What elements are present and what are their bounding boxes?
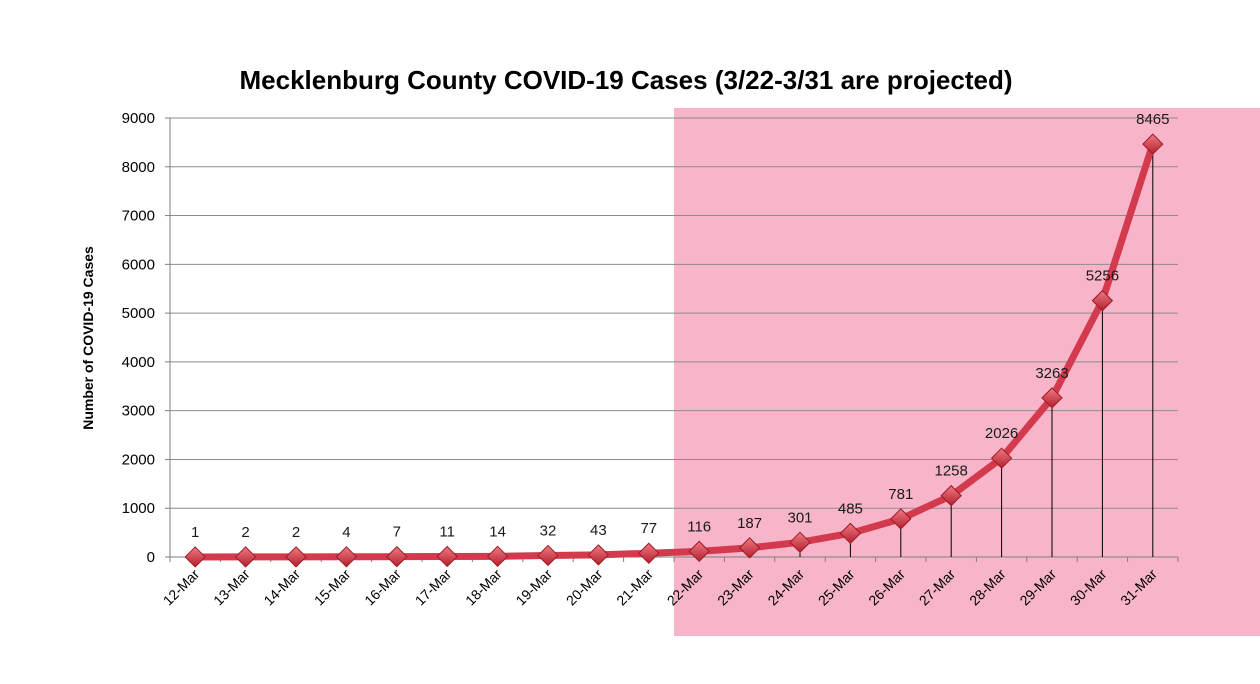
- y-tick-label: 5000: [122, 305, 155, 322]
- x-tick-label: 12-Mar: [160, 566, 203, 609]
- data-point-marker: [890, 508, 912, 530]
- y-tick-label: 6000: [122, 256, 155, 273]
- x-tick-label: 18-Mar: [462, 566, 505, 609]
- data-label: 43: [590, 522, 607, 539]
- data-point-marker: [486, 545, 509, 568]
- x-tick-label: 19-Mar: [512, 566, 555, 609]
- data-label: 1: [191, 524, 199, 541]
- x-tick-label: 16-Mar: [361, 566, 404, 609]
- x-tick-label: 20-Mar: [563, 566, 606, 609]
- y-axis-label: Number of COVID-19 Cases: [80, 246, 96, 430]
- x-tick-label: 15-Mar: [311, 566, 354, 609]
- x-tick-label: 13-Mar: [210, 566, 253, 609]
- data-label: 187: [737, 515, 762, 532]
- y-tick-label: 4000: [122, 354, 155, 371]
- data-label: 77: [640, 520, 657, 537]
- data-label: 8465: [1136, 111, 1169, 128]
- data-point-marker: [537, 544, 559, 567]
- data-point-marker: [234, 546, 257, 568]
- x-tick-label: 17-Mar: [412, 566, 455, 609]
- data-point-marker: [335, 546, 358, 568]
- data-label: 11: [439, 523, 455, 540]
- data-point-marker: [1041, 387, 1063, 409]
- data-label: 485: [838, 500, 863, 517]
- data-point-marker: [587, 544, 610, 566]
- data-label: 301: [787, 509, 812, 526]
- data-point-marker: [688, 540, 710, 563]
- data-point-marker: [839, 522, 862, 545]
- data-point-marker: [990, 447, 1013, 469]
- data-point-marker: [1091, 289, 1114, 312]
- data-point-marker: [386, 545, 408, 568]
- data-markers: [184, 133, 1164, 568]
- y-tick-label: 1000: [122, 500, 155, 517]
- y-tick-label: 2000: [122, 451, 155, 468]
- data-label: 116: [687, 518, 711, 535]
- data-label: 4: [342, 524, 350, 541]
- data-point-marker: [738, 537, 761, 559]
- data-label: 3263: [1035, 365, 1068, 382]
- chart-title: Mecklenburg County COVID-19 Cases (3/22-…: [239, 65, 1012, 95]
- data-label: 1258: [935, 463, 968, 480]
- data-point-marker: [940, 484, 962, 507]
- data-point-marker: [285, 546, 307, 568]
- data-point-marker: [789, 531, 811, 554]
- data-label: 2: [292, 524, 300, 541]
- data-label: 2026: [985, 425, 1018, 442]
- y-tick-label: 8000: [122, 159, 155, 176]
- y-tick-label: 9000: [122, 110, 155, 127]
- data-label: 781: [888, 486, 913, 503]
- data-point-marker: [1142, 133, 1164, 155]
- data-label: 32: [540, 522, 557, 539]
- data-label: 5256: [1086, 268, 1119, 285]
- gridlines: [170, 117, 1178, 509]
- y-tick-labels: 0 1000 2000 3000 4000 5000 6000 7000 8000 9000: [122, 110, 155, 566]
- data-point-marker: [436, 545, 458, 568]
- data-label: 7: [393, 524, 401, 541]
- data-label: 2: [241, 524, 249, 541]
- x-tick-label: 21-Mar: [613, 566, 656, 609]
- y-tick-label: 3000: [122, 403, 155, 420]
- data-label: 14: [489, 523, 506, 540]
- y-tick-label: 0: [147, 549, 155, 566]
- x-tick-label: 14-Mar: [260, 566, 303, 609]
- data-point-marker: [638, 542, 660, 564]
- y-tick-label: 7000: [122, 208, 155, 225]
- data-labels: 1 2 2 4 7 11 14 32 43 77 116 187 301 485 781 1258 2026 32…: [191, 111, 1169, 541]
- data-point-marker: [184, 546, 206, 568]
